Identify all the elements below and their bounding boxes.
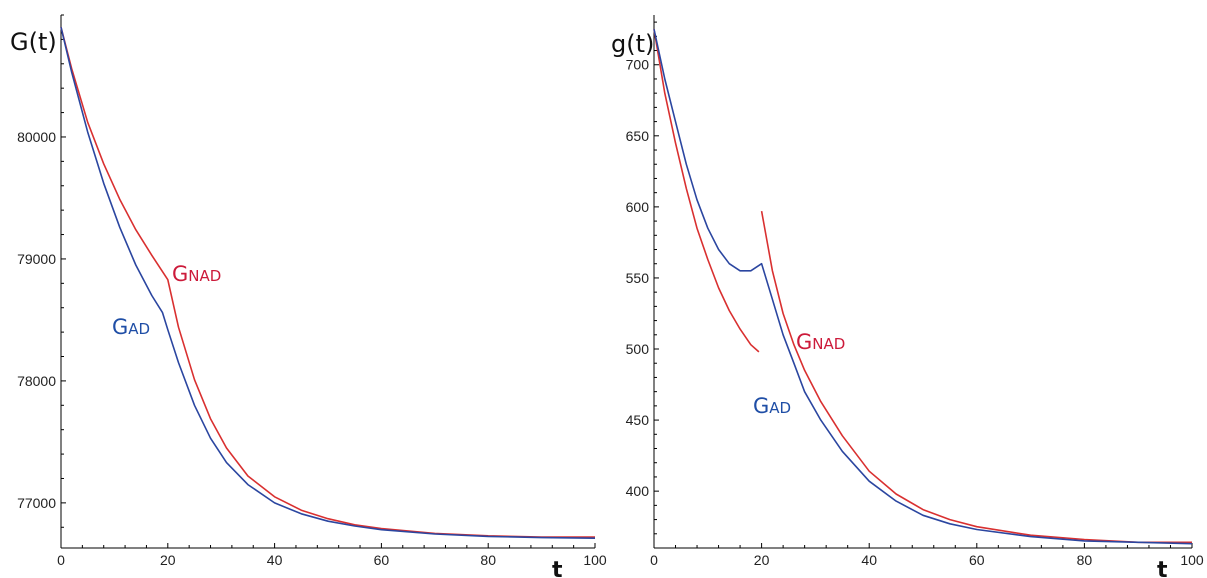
x-tick-label: 60: [969, 552, 985, 568]
x-tick-label: 20: [160, 552, 176, 568]
x-tick-label: 80: [1077, 552, 1093, 568]
y-tick-label: 450: [626, 412, 650, 428]
x-tick-label: 0: [57, 552, 65, 568]
series-line-gnad-seg1: [653, 29, 760, 353]
x-axis-label: t: [1157, 558, 1168, 578]
series-label-gad: GAD: [753, 394, 791, 418]
y-axis-label: G(t): [10, 28, 57, 56]
y-tick-label: 79000: [17, 251, 56, 267]
y-tick-label: 80000: [17, 129, 56, 145]
series-line-gnad: [60, 27, 595, 538]
chart-1: 0 20 40 60 80 100 77000 78000 79000 80000 G(t) t GNA…: [10, 14, 607, 578]
series-label-gnad: GNAD: [172, 262, 221, 286]
y-tick-label: 550: [626, 270, 650, 286]
y-tick-label: 500: [626, 341, 650, 357]
series-line-gnad-seg2: [760, 210, 1192, 544]
x-tick-label: 80: [480, 552, 496, 568]
x-axis-label: t: [552, 558, 563, 578]
y-tick-label: 650: [626, 128, 650, 144]
y-axis-label: g(t): [611, 30, 654, 58]
y-tick-label: 400: [626, 483, 650, 499]
x-tick-label: 40: [861, 552, 877, 568]
y-tick-label: 600: [626, 199, 650, 215]
series-label-gnad: GNAD: [796, 330, 845, 354]
y-tick-label: 78000: [17, 373, 56, 389]
x-tick-label: 100: [583, 552, 607, 568]
x-tick-label: 0: [650, 552, 658, 568]
x-tick-label: 20: [754, 552, 770, 568]
y-tick-label: 77000: [17, 495, 56, 511]
x-tick-label: 100: [1180, 552, 1204, 568]
series-label-gad: GAD: [112, 315, 150, 339]
series-line-gad: [653, 29, 1193, 545]
x-tick-label: 40: [267, 552, 283, 568]
x-tick-label: 60: [374, 552, 390, 568]
y-tick-label: 700: [626, 57, 650, 73]
series-line-gad: [60, 27, 596, 539]
